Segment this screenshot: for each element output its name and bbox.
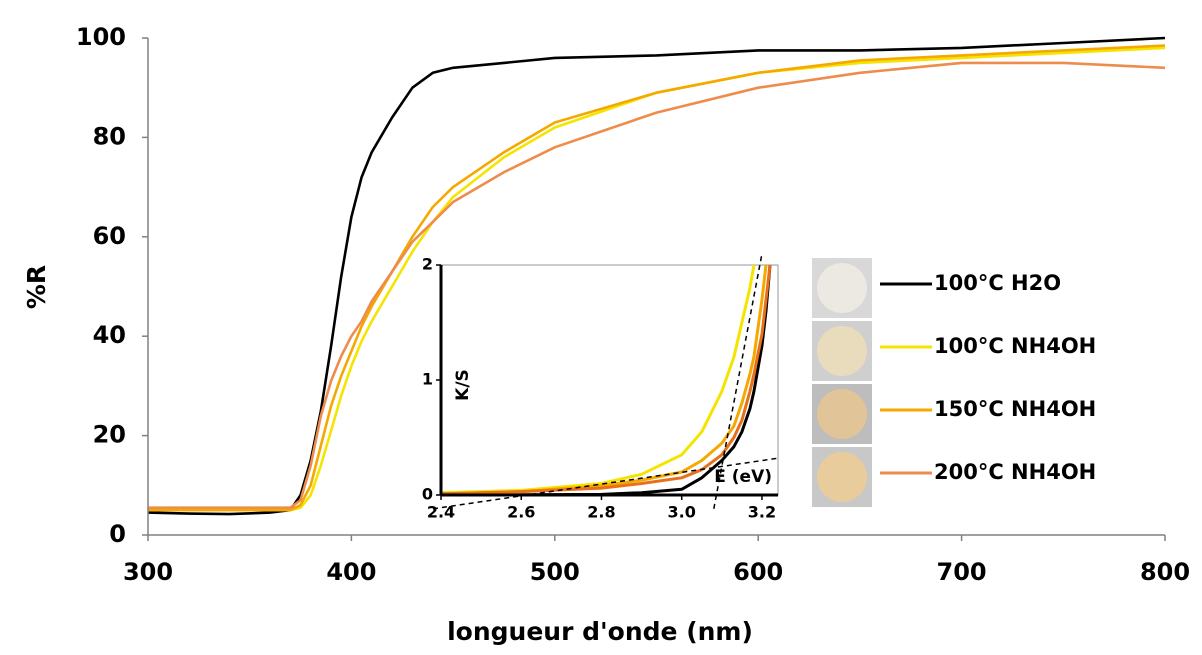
- x-axis-title: longueur d'onde (nm): [447, 617, 753, 646]
- y-tick-label: 20: [93, 421, 126, 449]
- x-tick-label: 700: [937, 558, 987, 586]
- pellet: [817, 263, 867, 313]
- pellet: [817, 389, 867, 439]
- x-tick-label: 800: [1140, 558, 1190, 586]
- series-line: [440, 264, 768, 496]
- y-tick-label: 1: [422, 370, 433, 389]
- y-tick-label: 100: [76, 23, 126, 51]
- sample-photos: [812, 258, 872, 507]
- y-tick-label: 40: [93, 321, 126, 349]
- series-line: [148, 44, 1166, 512]
- series-line: [440, 264, 772, 496]
- inset-chart: 0 1 2 2.4 2.6 2.8 3.0 3.2 E (eV) K/S: [422, 253, 779, 522]
- x-tick-label: 500: [530, 558, 580, 586]
- inset-y-title: K/S: [453, 369, 473, 401]
- series-line: [148, 61, 1166, 509]
- legend-label: 200°C NH4OH: [934, 460, 1096, 484]
- pellet: [817, 326, 867, 376]
- legend-label: 100°C NH4OH: [934, 334, 1096, 358]
- legend: 100°C H2O 100°C NH4OH 150°C NH4OH 200°C NH4…: [880, 271, 1096, 484]
- x-tick-label: 3.0: [668, 503, 696, 522]
- y-tick-label: 60: [93, 222, 126, 250]
- legend-label: 150°C NH4OH: [934, 397, 1096, 421]
- x-tick-label: 2.4: [427, 503, 455, 522]
- x-tick-label: 400: [326, 558, 376, 586]
- x-tick-label: 300: [123, 558, 173, 586]
- y-tick-label: 80: [93, 122, 126, 150]
- y-tick-label: 2: [422, 255, 433, 274]
- x-tick-label: 2.6: [507, 503, 535, 522]
- y-tick-label: 0: [109, 520, 126, 548]
- y-tick-label: 0: [422, 485, 433, 504]
- legend-label: 100°C H2O: [934, 271, 1061, 295]
- pellet: [817, 452, 867, 502]
- tangent-line: [432, 457, 779, 510]
- series-line: [440, 264, 756, 495]
- y-axis-title: %R: [22, 265, 51, 309]
- inset-x-title: E (eV): [714, 467, 772, 487]
- tangent-line: [713, 253, 763, 509]
- x-tick-label: 3.2: [748, 503, 776, 522]
- x-tick-label: 600: [733, 558, 783, 586]
- x-tick-label: 2.8: [587, 503, 615, 522]
- inset-frame: [440, 264, 779, 496]
